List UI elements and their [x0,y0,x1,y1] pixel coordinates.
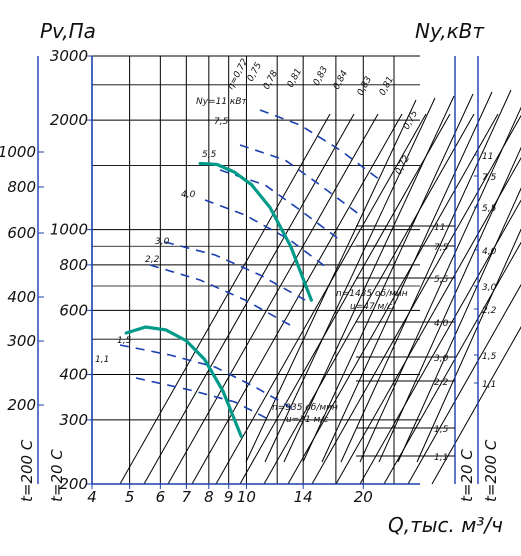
diagonal-line [383,241,521,485]
power-label-right: 1,1 [434,453,448,463]
diagonal-line [287,113,499,485]
y-main-tick-label: 300 [59,411,88,429]
right-outer-tick-label: 1,5 [482,352,497,362]
right-outer-tick-label: 4,0 [482,247,497,257]
right-outer-tick-label: 2,2 [482,306,497,316]
efficiency-label: 0,81 [286,67,304,89]
efficiency-line [378,146,521,463]
y-main-tick-label: 400 [59,365,88,383]
velocity-label-high: u=47 м/с [350,302,392,312]
efficiency-line [321,91,493,463]
power-dashed-curve [119,344,296,411]
left-main-axis-label: t=20 C [48,449,66,502]
diagonal-line [143,113,355,485]
velocity-label-low: u=31 м/с [286,415,328,425]
diagonal-line [407,283,521,485]
power-label-left: 7,5 [214,117,229,127]
diagonal-line [119,113,331,485]
power-label-right: 2,2 [434,378,449,388]
x-tick-label: 8 [204,488,214,506]
power-label-right: 1,5 [434,425,449,435]
power-label-left: 4,0 [181,190,196,200]
right-outer-tick-label: 11 [482,152,493,162]
diagonal-line [431,326,521,485]
power-label-left: 2,2 [145,255,160,265]
x-axis-title: Q,тыс. м³/ч [388,513,503,537]
speed-label-high: n=1435 об/мин [336,289,408,299]
x-tick-label: 9 [224,488,234,506]
diagonal-line [167,113,379,485]
y-main-tick-label: 3000 [50,47,88,65]
y-main-tick-label: 2000 [50,111,88,129]
efficiency-line [416,228,521,463]
power-label-right: 4,0 [434,319,449,329]
diagonal-line [215,113,427,485]
y-outer-tick-label: 400 [7,288,36,306]
y-main-tick-label: 600 [59,301,88,319]
y-outer-tick-label: 600 [7,224,36,242]
y-axis-title-left: Pv,Па [40,19,96,43]
power-label-left: 1,5 [117,336,132,346]
x-tick-label: 7 [182,488,192,506]
power-label-right: 3,0 [434,354,449,364]
efficiency-line [340,89,512,463]
x-tick-label: 5 [125,488,135,506]
efficiency-label: 0,72 [394,154,412,177]
right-outer-tick-label: 1,1 [482,380,496,390]
efficiency-line [283,95,455,463]
right-outer-tick-label: 3,0 [482,283,497,293]
power-dashed-curve [204,199,331,271]
power-dashed-curve [259,109,381,181]
chart-axes [37,55,479,489]
x-tick-label: 20 [354,488,373,506]
efficiency-label: 0,83 [356,75,374,98]
power-label-right: 5,5 [434,275,449,285]
y-main-tick-label: 200 [59,475,88,493]
y-outer-tick-label: 200 [7,396,36,414]
chart-series [124,161,313,439]
efficiency-line [264,97,436,463]
efficiency-label: 0,83 [312,65,330,88]
chart-labels: Pv,Па Ny,кВт Q,тыс. м³/ч t=200 C t=20 C … [0,19,503,537]
efficiency-line [397,187,521,463]
efficiency-line [245,99,417,463]
x-tick-label: 4 [87,488,97,506]
series-curve-0 [198,161,313,302]
power-dashed-curve [239,144,361,216]
diagonal-line [359,199,521,485]
diagonal-line [335,157,521,485]
diagonal-line [311,114,521,485]
power-label-left: 1,1 [95,355,109,365]
y-outer-tick-label: 300 [7,332,36,350]
power-label-right: 11 [434,223,445,233]
x-tick-label: 10 [237,488,256,506]
right-outer-tick-label: 5,5 [482,204,497,214]
diagonal-line [191,113,403,485]
y-outer-tick-label: 800 [7,178,36,196]
chart-grid [91,55,420,485]
x-tick-label: 6 [156,488,166,506]
y-main-tick-label: 1000 [50,221,88,239]
power-label-left: 5,5 [202,150,217,160]
diagonal-line [263,113,475,485]
power-label-left: Ny=11 кВт [196,97,248,107]
right-main-axis-label: t=20 C [458,449,476,502]
efficiency-line [359,106,521,463]
x-tick-label: 14 [294,488,313,506]
left-outer-axis-label: t=200 C [18,439,36,502]
power-label-right: 7,5 [434,243,449,253]
efficiency-label: 0,84 [332,69,350,92]
efficiency-label: 0,81 [378,75,396,97]
right-outer-tick-label: 7,5 [482,173,497,183]
right-outer-axis-label: t=200 C [482,439,500,502]
power-dashed-curve [149,264,291,326]
y-axis-title-right: Ny,кВт [415,19,485,43]
y-outer-tick-label: 1000 [0,143,36,161]
y-main-tick-label: 800 [59,256,88,274]
power-label-left: 3,0 [155,237,170,247]
speed-label-low: n=935 об/мин [272,403,338,413]
diagonal-line [239,113,451,485]
